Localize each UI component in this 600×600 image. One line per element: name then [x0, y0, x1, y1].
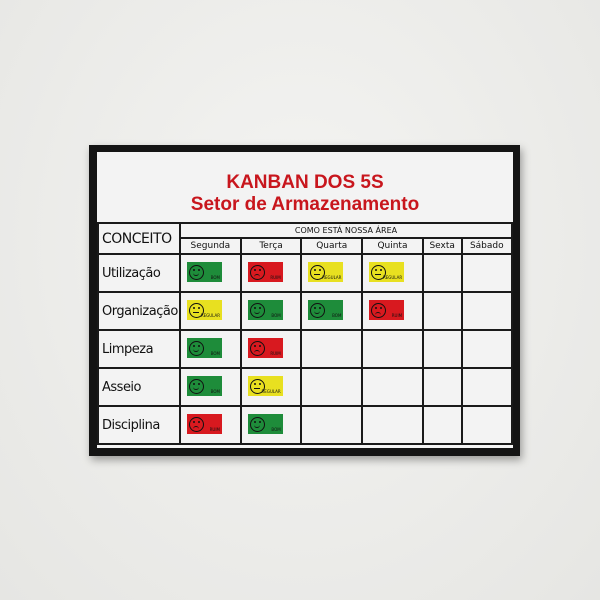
- day-cell[interactable]: RUIM: [361, 291, 424, 331]
- day-header: Segunda: [179, 237, 242, 255]
- status-card-ruim[interactable]: RUIM: [187, 414, 222, 435]
- day-cell[interactable]: [421, 253, 463, 293]
- day-cell[interactable]: BOM: [300, 291, 364, 331]
- concept-header: CONCEITO: [97, 222, 181, 255]
- day-cell[interactable]: REGULAR: [179, 291, 242, 331]
- group-header: COMO ESTÁ NOSSA ÁREA: [179, 222, 513, 239]
- kanban-board: KANBAN DOS 5S Setor de Armazenamento CON…: [97, 152, 514, 448]
- status-card-regular[interactable]: REGULAR: [308, 262, 344, 283]
- status-label: BOM: [332, 313, 342, 319]
- day-header: Sábado: [460, 237, 514, 255]
- day-cell[interactable]: REGULAR: [300, 253, 364, 293]
- status-label: RUIM: [209, 427, 220, 433]
- status-card-ruim[interactable]: RUIM: [369, 300, 405, 321]
- status-card-regular[interactable]: REGULAR: [187, 300, 222, 321]
- day-cell[interactable]: [361, 329, 424, 369]
- status-label: RUIM: [270, 275, 281, 281]
- day-cell[interactable]: BOM: [239, 405, 303, 445]
- day-cell[interactable]: REGULAR: [239, 367, 303, 407]
- sad-face-icon: [189, 416, 204, 432]
- day-cell[interactable]: [300, 405, 364, 445]
- concept-label: Limpeza: [97, 329, 181, 369]
- status-label: REGULAR: [200, 313, 220, 319]
- day-header: Terça: [239, 237, 303, 255]
- day-cell[interactable]: [421, 367, 463, 407]
- day-cell[interactable]: [460, 329, 514, 369]
- status-label: BOM: [271, 313, 281, 319]
- status-label: BOM: [271, 427, 281, 433]
- status-card-regular[interactable]: REGULAR: [369, 262, 405, 283]
- table-row: Asseio BOM REGULAR: [97, 367, 514, 407]
- concept-label: Asseio: [97, 367, 181, 407]
- status-label: BOM: [210, 389, 220, 395]
- smile-face-icon: [189, 340, 204, 356]
- status-card-bom[interactable]: BOM: [247, 414, 283, 435]
- board-title: KANBAN DOS 5S: [226, 172, 384, 193]
- status-label: RUIM: [391, 313, 403, 319]
- status-label: BOM: [210, 275, 220, 281]
- status-label: RUIM: [270, 351, 281, 357]
- status-card-ruim[interactable]: RUIM: [247, 262, 283, 283]
- day-cell[interactable]: RUIM: [239, 329, 303, 369]
- table-row: Disciplina RUIM BOM: [97, 405, 514, 445]
- day-cell[interactable]: [421, 329, 463, 369]
- sad-face-icon: [249, 264, 265, 280]
- neutral-face-icon: [371, 264, 387, 280]
- day-cell[interactable]: [460, 367, 514, 407]
- neutral-face-icon: [189, 302, 204, 318]
- board-subtitle: Setor de Armazenamento: [190, 194, 420, 215]
- day-cell[interactable]: [361, 367, 424, 407]
- status-card-bom[interactable]: BOM: [308, 300, 344, 321]
- day-cell[interactable]: [460, 253, 514, 293]
- table-row: Organização REGULAR BOM BOM RUIM: [97, 291, 514, 331]
- day-cell[interactable]: RUIM: [239, 253, 303, 293]
- concept-label: Organização: [97, 291, 181, 331]
- smile-face-icon: [189, 264, 204, 280]
- day-cell[interactable]: BOM: [179, 253, 242, 293]
- status-label: BOM: [210, 351, 220, 357]
- day-cell[interactable]: [460, 291, 514, 331]
- kanban-table: CONCEITO COMO ESTÁ NOSSA ÁREA Segunda Ter…: [97, 222, 514, 445]
- smile-face-icon: [249, 302, 265, 318]
- status-card-ruim[interactable]: RUIM: [247, 338, 283, 359]
- day-header: Quarta: [300, 237, 364, 255]
- day-header: Sexta: [421, 237, 463, 255]
- sad-face-icon: [249, 340, 265, 356]
- day-header: Quinta: [361, 237, 424, 255]
- smile-face-icon: [189, 378, 204, 394]
- status-label: REGULAR: [322, 275, 342, 281]
- neutral-face-icon: [249, 378, 265, 394]
- status-card-bom[interactable]: BOM: [187, 262, 222, 283]
- day-cell[interactable]: [460, 405, 514, 445]
- status-label: REGULAR: [382, 275, 403, 281]
- day-cell[interactable]: BOM: [239, 291, 303, 331]
- status-card-bom[interactable]: BOM: [247, 300, 283, 321]
- sad-face-icon: [371, 302, 387, 318]
- day-cell[interactable]: REGULAR: [361, 253, 424, 293]
- day-cell[interactable]: [300, 329, 364, 369]
- smile-face-icon: [310, 302, 326, 318]
- day-cell[interactable]: BOM: [179, 329, 242, 369]
- concept-label: Disciplina: [97, 405, 181, 445]
- table-row: Limpeza BOM RUIM: [97, 329, 514, 369]
- neutral-face-icon: [310, 264, 326, 280]
- day-cell[interactable]: BOM: [179, 367, 242, 407]
- smile-face-icon: [249, 416, 265, 432]
- day-cell[interactable]: [421, 405, 463, 445]
- day-cell[interactable]: RUIM: [179, 405, 242, 445]
- day-cell[interactable]: [300, 367, 364, 407]
- status-card-regular[interactable]: REGULAR: [247, 376, 283, 397]
- day-cell[interactable]: [421, 291, 463, 331]
- table-row: Utilização BOM RUIM REGULAR REGULAR: [97, 253, 514, 293]
- status-card-bom[interactable]: BOM: [187, 376, 222, 397]
- day-cell[interactable]: [361, 405, 424, 445]
- concept-label: Utilização: [97, 253, 181, 293]
- status-card-bom[interactable]: BOM: [187, 338, 222, 359]
- status-label: REGULAR: [261, 389, 281, 395]
